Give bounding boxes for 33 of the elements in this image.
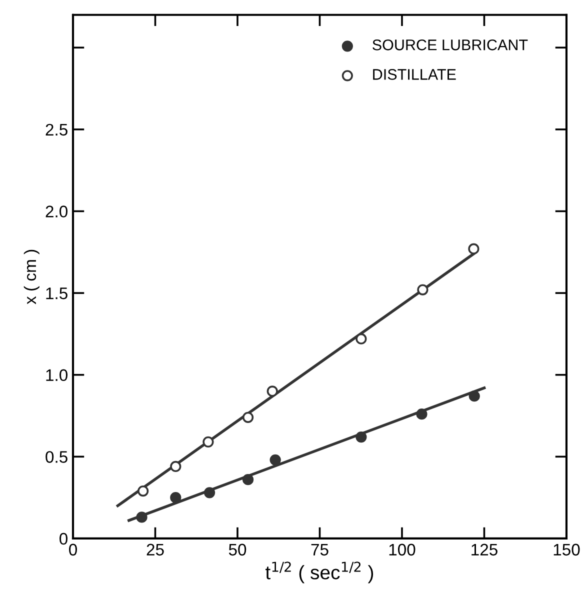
point: [202, 436, 214, 448]
point: [242, 474, 254, 486]
point: [468, 243, 480, 254]
point: [270, 454, 281, 466]
y-tick-label: 0: [60, 532, 68, 545]
x-tick-label: 50: [228, 544, 246, 556]
y-tick-label: 1.5: [46, 288, 68, 300]
point: [242, 412, 254, 423]
point: [468, 390, 480, 402]
y-axis-title: x ( cm ): [24, 250, 40, 304]
point: [417, 284, 428, 296]
x-tick-label: 75: [311, 544, 328, 556]
x-tick-label: 0: [69, 544, 77, 556]
point: [266, 386, 278, 397]
y-tick-label: 1.0: [46, 369, 68, 382]
point: [356, 333, 367, 344]
point: [136, 512, 148, 523]
point: [204, 487, 216, 498]
point: [170, 492, 182, 504]
point: [138, 485, 149, 497]
x-tick-label: 25: [146, 544, 164, 556]
y-tick-label: 0.5: [46, 451, 68, 463]
y-tick-label: 2.5: [46, 124, 68, 136]
x-tick-label: 100: [389, 544, 416, 556]
legend-label: DISTILLATE: [373, 69, 456, 80]
point: [170, 460, 182, 472]
x-tick-label: 150: [554, 544, 580, 556]
point: [416, 408, 428, 420]
point: [356, 431, 367, 443]
legend-label: SOURCE LUBRICANT: [372, 40, 528, 50]
y-tick-label: 2.0: [46, 206, 68, 218]
x-axis-title: t$^{1/2}$ ( sec$^{1/2}$ ): [265, 562, 374, 584]
x-tick-label: 125: [472, 544, 498, 556]
